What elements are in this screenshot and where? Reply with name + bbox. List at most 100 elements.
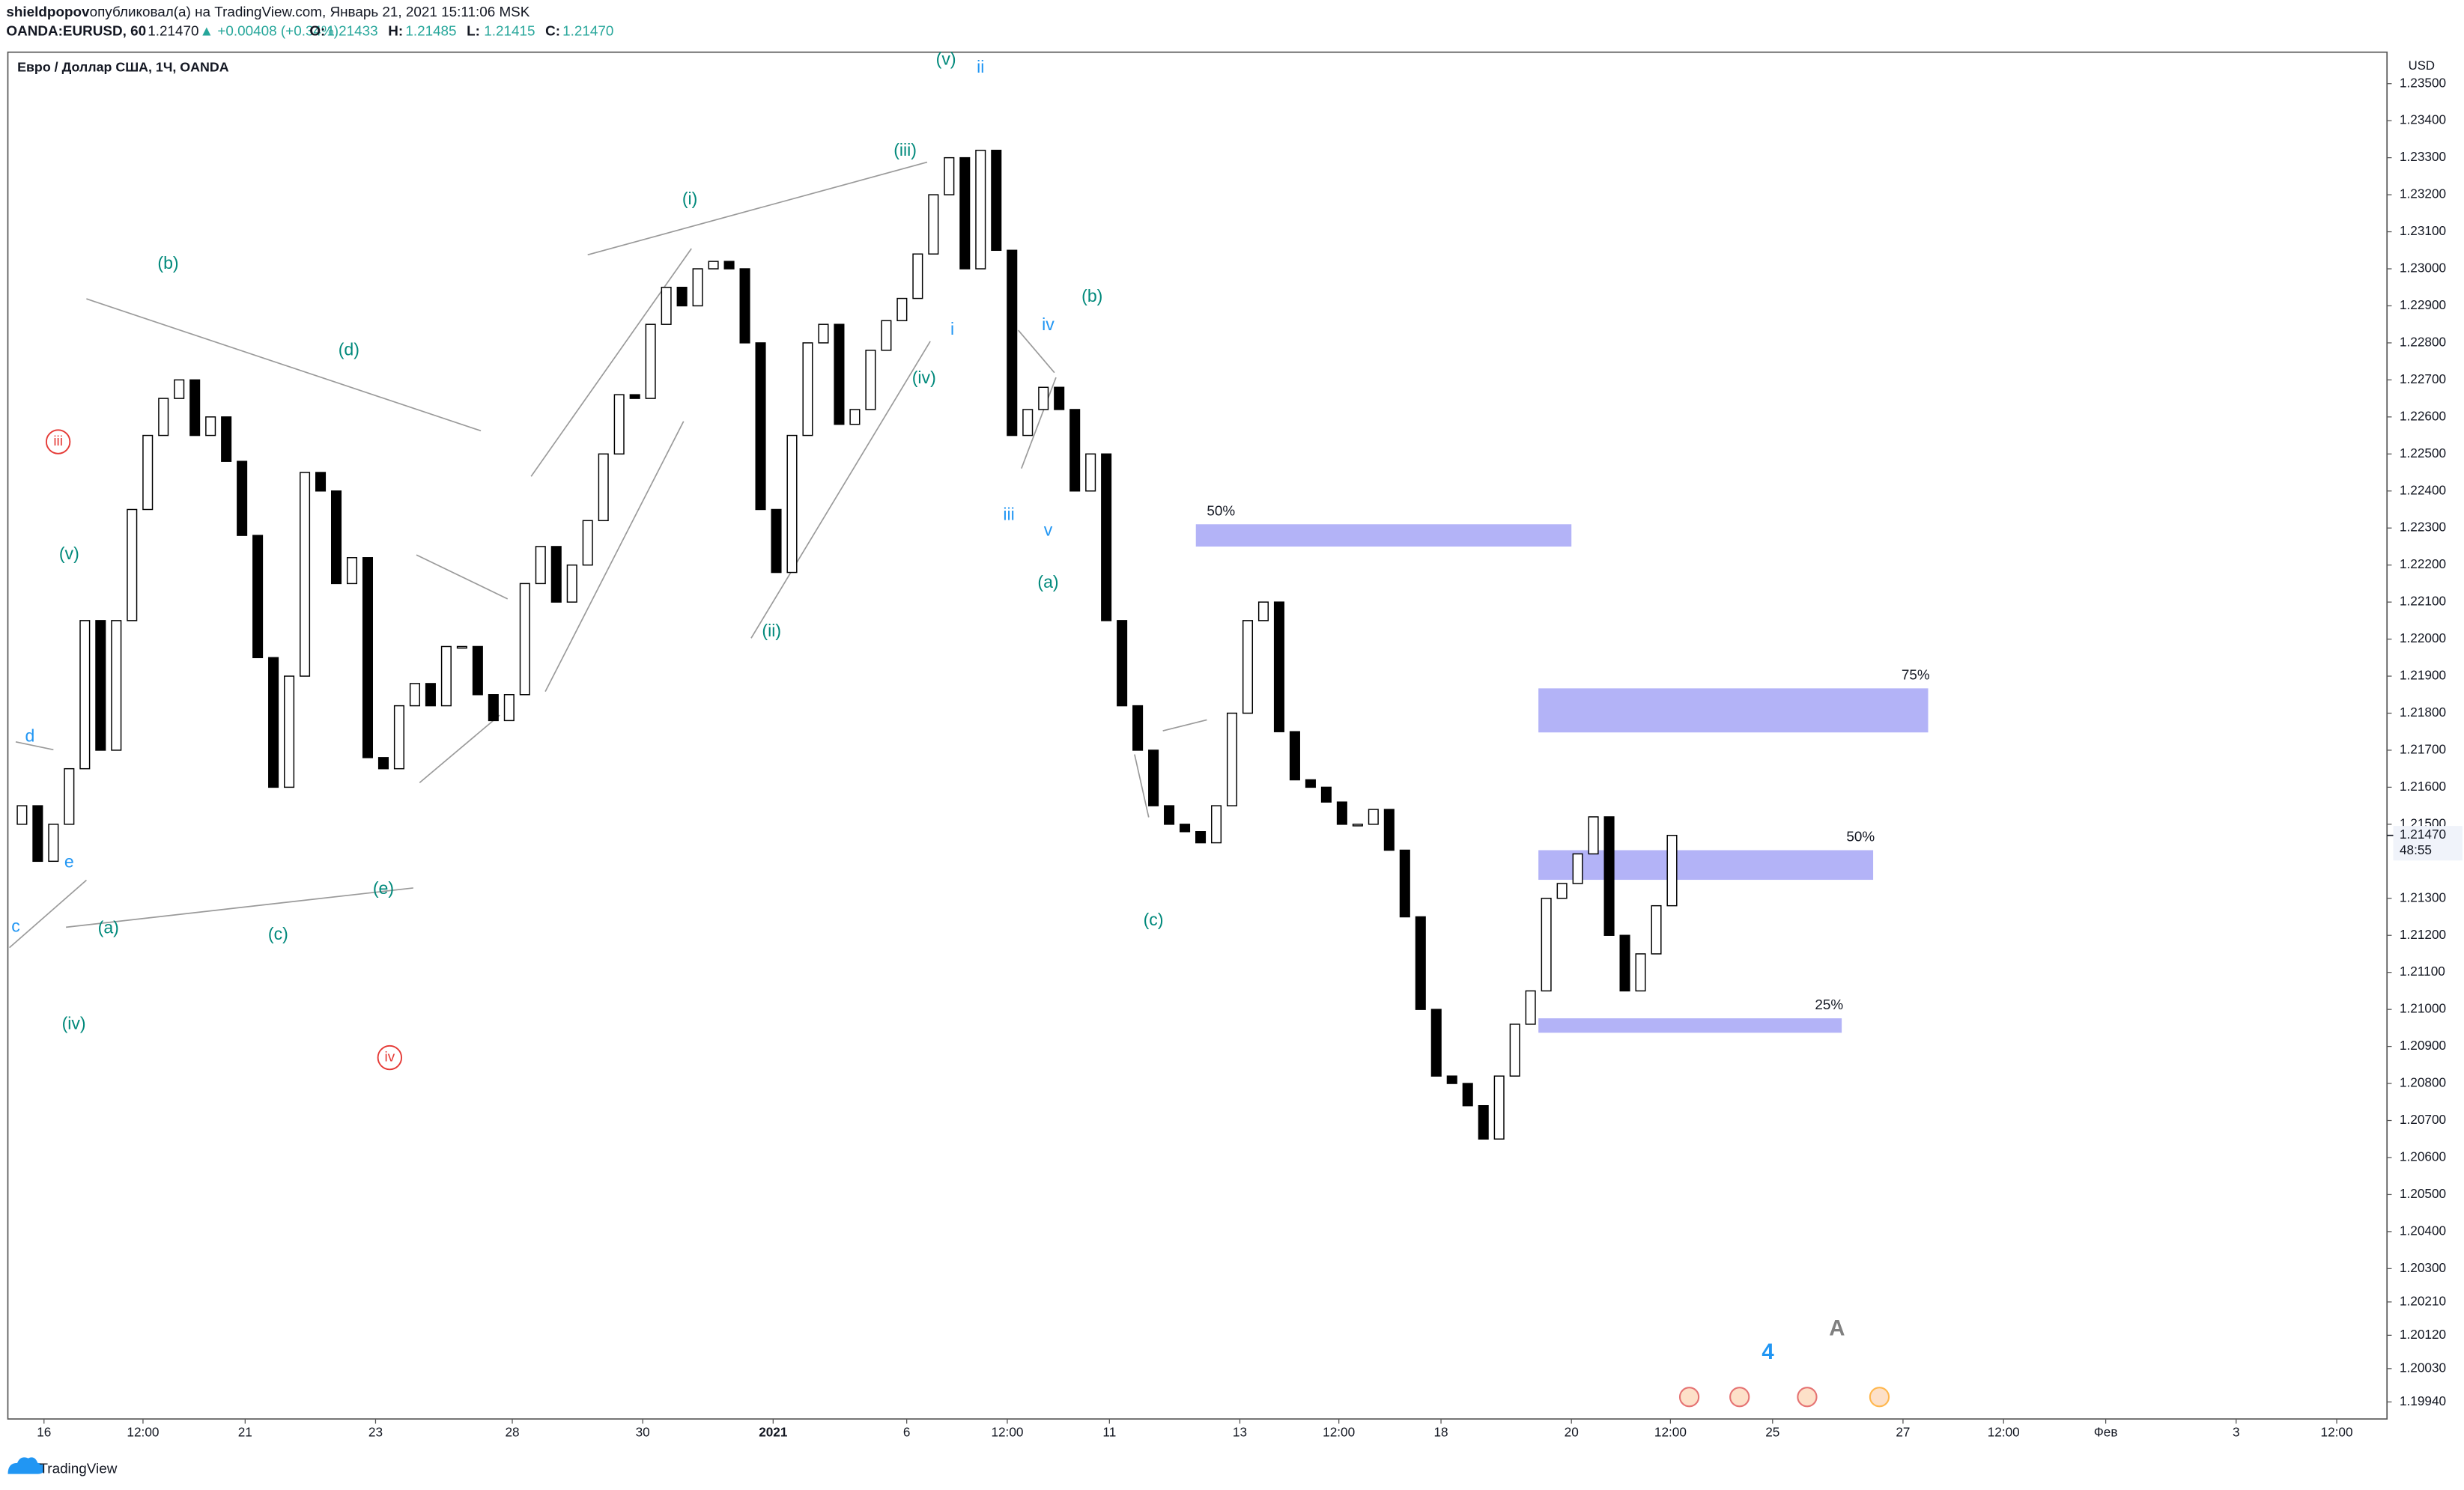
y-tick-label: 1.21300 (2400, 890, 2446, 904)
y-tick-label: 1.23500 (2400, 75, 2446, 90)
candle (1054, 386, 1065, 410)
candle (991, 150, 1002, 252)
candle (1603, 816, 1615, 936)
y-tick-label: 1.22100 (2400, 594, 2446, 609)
candle (1383, 809, 1395, 851)
published: опубликовал(а) на TradingView.com, Январ… (90, 4, 530, 20)
y-tick-label: 1.22600 (2400, 408, 2446, 423)
wave-label: v (1044, 520, 1053, 540)
y-tick-label: 1.21700 (2400, 741, 2446, 756)
candle (95, 620, 106, 751)
candle (409, 683, 420, 707)
trend-line (15, 741, 54, 751)
x-tick-label: 3 (2233, 1425, 2240, 1440)
trend-line (750, 341, 931, 639)
candle (1415, 916, 1426, 1010)
candle (1069, 409, 1081, 492)
candle (158, 398, 169, 437)
candle (692, 268, 703, 307)
x-tick-label: 20 (1565, 1425, 1579, 1440)
candle (535, 546, 546, 585)
stat-value: 1.21433 (327, 23, 377, 39)
candle (205, 416, 216, 437)
candle (1446, 1075, 1457, 1084)
candle (519, 583, 530, 696)
candle (425, 683, 436, 707)
candle (802, 342, 813, 437)
candle (818, 323, 829, 344)
y-tick-label: 1.20120 (2400, 1327, 2446, 1342)
y-tick-label: 1.20700 (2400, 1112, 2446, 1127)
candle (1430, 1009, 1442, 1077)
trend-line (1162, 719, 1207, 732)
event-icon (1869, 1387, 1890, 1408)
candle (723, 261, 735, 270)
y-tick-label: 1.23100 (2400, 223, 2446, 238)
y-tick-label: 1.23000 (2400, 261, 2446, 276)
wave-label: (c) (268, 924, 288, 943)
y-tick-label: 1.20900 (2400, 1038, 2446, 1053)
candle (629, 394, 640, 399)
candle (127, 508, 138, 621)
candle (1651, 904, 1662, 955)
candle (1305, 779, 1316, 788)
candle (346, 557, 358, 585)
y-tick-label: 1.21600 (2400, 779, 2446, 794)
zone-label: 75% (1902, 668, 1930, 684)
candle (472, 645, 483, 696)
last-price-tag (2393, 826, 2463, 861)
x-tick-label: 12:00 (1988, 1425, 2020, 1440)
candle (1666, 834, 1678, 907)
y-tick-label: 1.22700 (2400, 371, 2446, 386)
zone-label: 50% (1846, 830, 1875, 845)
candle (1635, 953, 1646, 992)
wave-label: (v) (936, 49, 956, 68)
candle (645, 323, 656, 399)
annotations: (b)(d)iii(v)dec (a) (c)(e)(iv)iv(i)(iii)(v… (11, 49, 1845, 1364)
logo-icon (7, 1457, 44, 1474)
wave-label: (e) (373, 878, 394, 898)
stat-label: H: (388, 23, 403, 39)
candle (849, 409, 861, 425)
candle (1022, 409, 1034, 437)
candle (1180, 824, 1191, 833)
candle (1132, 705, 1144, 751)
symbol: OANDA:EURUSD, 60 (6, 23, 146, 39)
candle (1493, 1075, 1505, 1140)
stat-label: C: (545, 23, 560, 39)
y-tick-label: 1.23400 (2400, 112, 2446, 127)
candle (79, 620, 91, 770)
candle (661, 287, 672, 325)
footer-logo: TradingView (7, 1457, 118, 1477)
y-tick-label: 1.21900 (2400, 668, 2446, 683)
x-tick-label: 2021 (759, 1425, 788, 1440)
candle (48, 824, 59, 863)
stat-value: 1.21470 (562, 23, 613, 39)
stat-value: 1.21485 (405, 23, 456, 39)
candle (834, 323, 845, 425)
brand: TradingView (39, 1461, 117, 1477)
y-tick-label: 1.20210 (2400, 1293, 2446, 1308)
candle (708, 261, 719, 270)
chart-title: Евро / Доллар США, 1Ч, OANDA (17, 59, 229, 74)
wave-label: (d) (339, 339, 359, 359)
event-icon (1797, 1387, 1818, 1408)
stat-value: 1.21415 (484, 23, 535, 39)
y-tick-label: 1.20030 (2400, 1360, 2446, 1375)
candle (1588, 816, 1599, 855)
x-tick-label: 12:00 (1654, 1425, 1687, 1440)
candle (566, 564, 577, 603)
candle (330, 490, 342, 585)
candle (488, 694, 499, 722)
wave-label: (ii) (762, 621, 781, 640)
wave-label: iv (385, 1050, 395, 1065)
candle (1257, 601, 1269, 621)
wave-label: (iv) (912, 368, 936, 387)
last-price-label: 1.21470 (2400, 827, 2446, 842)
y-tick-label: 1.22800 (2400, 334, 2446, 349)
y-axis-label: USD (2409, 58, 2435, 73)
wave-label: 4 (1761, 1340, 1774, 1364)
candle (786, 434, 798, 574)
